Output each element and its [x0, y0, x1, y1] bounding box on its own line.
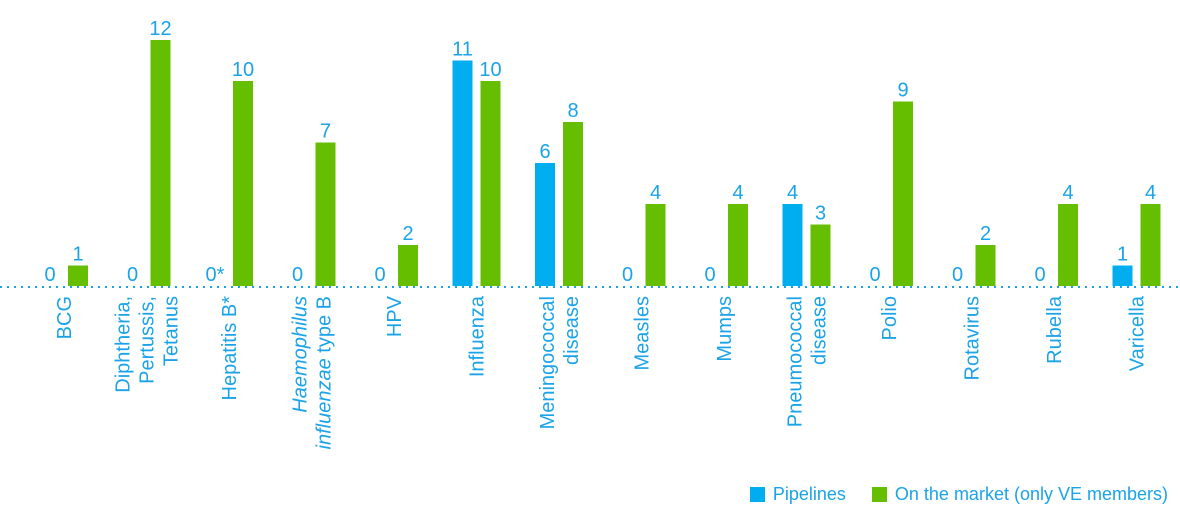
data-label-on-the-market-only-ve-members-polio: 9: [897, 80, 908, 102]
data-label-pipelines-hepatitis-b: 0*: [206, 264, 225, 286]
category-label-measles: Measles: [632, 296, 654, 370]
data-label-pipelines-meningococcal-disease: 6: [539, 141, 550, 163]
data-label-pipelines-rubella: 0: [1034, 264, 1045, 286]
data-label-on-the-market-only-ve-members-haemophilus-influenzae-type-b: 7: [320, 121, 331, 143]
category-label-polio: Polio: [879, 296, 901, 340]
data-label-pipelines-pneumococcal-disease: 4: [787, 182, 798, 204]
category-label-meningococcal-disease: Meningococcal disease: [537, 296, 583, 429]
legend-label-market: On the market (only VE members): [894, 484, 1168, 504]
bar-on-the-market-only-ve-members-measles: [645, 204, 666, 286]
bar-on-the-market-only-ve-members-hpv: [398, 245, 418, 286]
data-label-pipelines-polio: 0: [869, 264, 880, 286]
category-label-bcg: BCG: [54, 296, 76, 339]
data-label-pipelines-mumps: 0: [704, 264, 715, 286]
bar-pipelines-varicella: [1112, 265, 1133, 286]
category-label-haemophilus-influenzae-type-b: Haemophilus influenzae type B: [290, 296, 336, 449]
data-label-on-the-market-only-ve-members-influenza: 10: [479, 59, 501, 81]
bar-on-the-market-only-ve-members-mumps: [728, 204, 748, 286]
legend: Pipelines On the market (only VE members…: [724, 484, 1168, 505]
data-label-pipelines-influenza: 11: [452, 39, 473, 61]
data-label-on-the-market-only-ve-members-diphtheria-pertussis-tetanus: 12: [149, 18, 171, 40]
data-label-pipelines-haemophilus-influenzae-type-b: 0: [292, 264, 303, 286]
data-label-on-the-market-only-ve-members-mumps: 4: [732, 182, 743, 204]
legend-swatch-market: [871, 487, 887, 502]
data-label-pipelines-hpv: 0: [374, 264, 385, 286]
category-label-varicella: Varicella: [1127, 295, 1149, 371]
data-label-on-the-market-only-ve-members-hpv: 2: [402, 223, 413, 245]
bar-on-the-market-only-ve-members-influenza: [480, 81, 501, 286]
category-label-hepatitis-b: Hepatitis B*: [219, 296, 241, 401]
bar-on-the-market-only-ve-members-meningococcal-disease: [563, 122, 583, 286]
bar-on-the-market-only-ve-members-haemophilus-influenzae-type-b: [315, 142, 336, 286]
category-label-pneumococcal-disease: Pneumococcal disease: [785, 296, 831, 427]
data-label-pipelines-rotavirus: 0: [952, 264, 963, 286]
data-label-on-the-market-only-ve-members-hepatitis-b: 10: [232, 59, 254, 81]
bar-pipelines-influenza: [452, 60, 473, 286]
data-label-on-the-market-only-ve-members-bcg: 1: [72, 244, 83, 266]
bar-on-the-market-only-ve-members-rotavirus: [975, 245, 996, 286]
legend-item-market: On the market (only VE members): [871, 484, 1168, 505]
category-label-mumps: Mumps: [714, 296, 736, 362]
bar-on-the-market-only-ve-members-diphtheria-pertussis-tetanus: [150, 40, 171, 286]
bar-on-the-market-only-ve-members-hepatitis-b: [233, 81, 253, 286]
bar-on-the-market-only-ve-members-varicella: [1140, 204, 1161, 286]
data-label-on-the-market-only-ve-members-varicella: 4: [1145, 182, 1156, 204]
category-label-diphtheria-pertussis-tetanus: Diphtheria, Pertussis, Tetanus: [113, 296, 183, 393]
category-label-rotavirus: Rotavirus: [962, 296, 984, 380]
category-label-rubella: Rubella: [1044, 295, 1066, 364]
data-label-pipelines-bcg: 0: [44, 264, 55, 286]
bar-on-the-market-only-ve-members-pneumococcal-disease: [810, 224, 831, 286]
bar-on-the-market-only-ve-members-rubella: [1058, 204, 1078, 286]
x-axis-labels: BCG Diphtheria, Pertussis, Tetanus Hepatitis…: [54, 295, 1149, 449]
category-label-hpv: HPV: [384, 295, 406, 337]
data-label-on-the-market-only-ve-members-rubella: 4: [1062, 182, 1073, 204]
data-label-on-the-market-only-ve-members-rotavirus: 2: [980, 223, 991, 245]
category-label-influenza: Influenza: [467, 295, 489, 377]
legend-swatch-pipelines: [749, 487, 765, 502]
bar-pipelines-pneumococcal-disease: [782, 204, 803, 286]
data-label-on-the-market-only-ve-members-pneumococcal-disease: 3: [815, 203, 826, 225]
data-label-on-the-market-only-ve-members-meningococcal-disease: 8: [567, 100, 578, 122]
bar-pipelines-meningococcal-disease: [535, 163, 555, 286]
legend-item-pipelines: Pipelines: [749, 484, 846, 505]
legend-label-pipelines: Pipelines: [772, 484, 846, 504]
data-label-pipelines-varicella: 1: [1117, 244, 1128, 266]
data-label-pipelines-diphtheria-pertussis-tetanus: 0: [127, 264, 138, 286]
bar-on-the-market-only-ve-members-bcg: [68, 265, 88, 286]
data-label-on-the-market-only-ve-members-measles: 4: [650, 182, 661, 204]
data-label-pipelines-measles: 0: [622, 264, 633, 286]
bar-on-the-market-only-ve-members-polio: [893, 101, 913, 286]
